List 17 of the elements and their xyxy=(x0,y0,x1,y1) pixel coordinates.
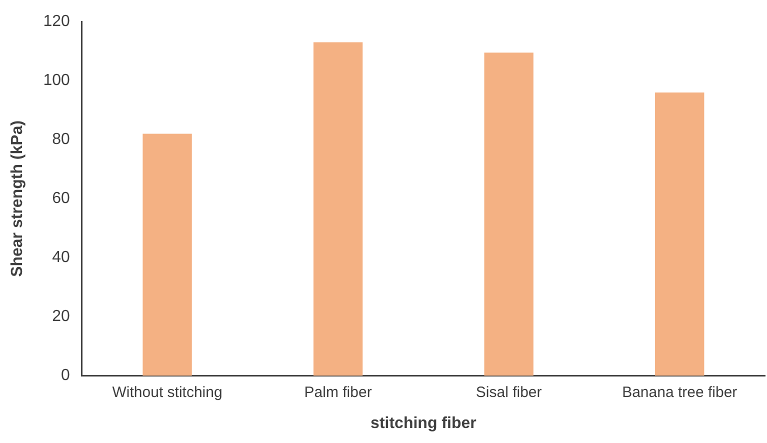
y-tick-label: 20 xyxy=(52,308,70,326)
y-tick-label: 40 xyxy=(52,249,70,266)
bar xyxy=(484,52,534,376)
y-tick-label: 0 xyxy=(60,367,70,384)
x-tick-label: Banana tree fiber xyxy=(622,384,738,401)
bar xyxy=(313,42,363,376)
y-tick-label: 60 xyxy=(52,190,70,208)
bar xyxy=(142,134,192,376)
y-tick-label: 80 xyxy=(52,131,70,148)
y-axis-title: Shear strength (kPa) xyxy=(9,120,26,277)
bar xyxy=(655,92,704,376)
y-tick-label: 100 xyxy=(43,72,70,90)
x-tick-label: Sisal fiber xyxy=(476,384,542,401)
x-axis-title: stitching fiber xyxy=(370,414,476,432)
y-tick-label: 120 xyxy=(43,13,70,30)
x-tick-label: Palm fiber xyxy=(304,384,372,401)
x-tick-label: Without stitching xyxy=(112,384,222,401)
